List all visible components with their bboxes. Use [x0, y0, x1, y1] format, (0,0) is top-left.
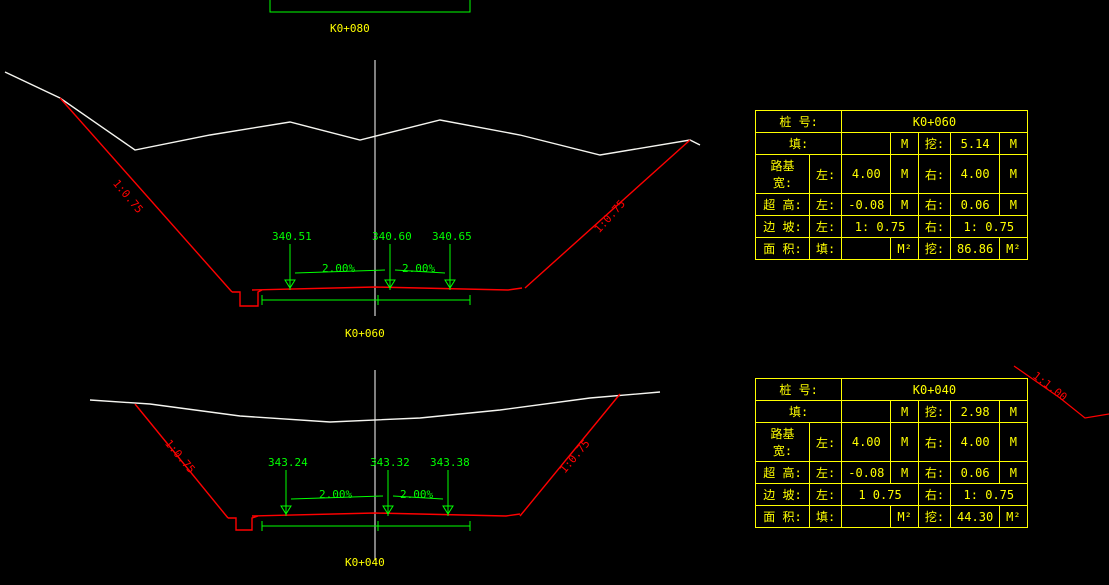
table-cell: -0.08: [842, 194, 891, 216]
table-cell: 右:: [918, 155, 950, 194]
table-cell: M²: [1000, 506, 1027, 528]
table-cell: M: [891, 423, 918, 462]
table-cell: 路基宽:: [756, 423, 810, 462]
table-cell: 1: 0.75: [951, 484, 1028, 506]
table-cell: 86.86: [951, 238, 1000, 260]
table-cell: 右:: [918, 216, 950, 238]
table-cell: 2.98: [951, 401, 1000, 423]
table-cell: 挖:: [918, 401, 950, 423]
table-cell: [842, 401, 891, 423]
table-cell: 左:: [810, 155, 842, 194]
table-cell: 左:: [810, 484, 842, 506]
table-cell: 5.14: [951, 133, 1000, 155]
grade-label: 2.00%: [322, 262, 355, 275]
grade-label: 2.00%: [400, 488, 433, 501]
elev-label: 343.38: [430, 456, 470, 469]
station-label-top: K0+080: [330, 22, 370, 35]
table-cell: 路基宽:: [756, 155, 810, 194]
table-cell: 4.00: [842, 423, 891, 462]
table-cell: M: [891, 462, 918, 484]
table-cell: 1 0.75: [842, 484, 919, 506]
table-cell: 1: 0.75: [951, 216, 1028, 238]
section-data-table: 桩 号:K0+040填:M挖:2.98M路基宽:左:4.00M右:4.00M超 …: [755, 378, 1028, 528]
station-label: K0+060: [345, 327, 385, 340]
table-cell: K0+040: [842, 379, 1027, 401]
table-cell: 44.30: [951, 506, 1000, 528]
table-cell: 面 积:: [756, 238, 810, 260]
table-cell: 挖:: [918, 506, 950, 528]
grade-label: 2.00%: [402, 262, 435, 275]
table-cell: 桩 号:: [756, 379, 842, 401]
elev-label: 340.65: [432, 230, 472, 243]
table-cell: M: [1000, 462, 1027, 484]
table-cell: M: [1000, 401, 1027, 423]
table-cell: M²: [891, 238, 918, 260]
table-cell: 左:: [810, 462, 842, 484]
table-cell: 边 坡:: [756, 216, 810, 238]
station-label: K0+040: [345, 556, 385, 569]
table-cell: 填:: [810, 506, 842, 528]
table-cell: 右:: [918, 194, 950, 216]
table-cell: 4.00: [951, 423, 1000, 462]
table-cell: 左:: [810, 216, 842, 238]
table-cell: 填:: [756, 133, 842, 155]
elev-label: 343.24: [268, 456, 308, 469]
table-cell: 右:: [918, 484, 950, 506]
table-cell: 左:: [810, 194, 842, 216]
table-cell: 左:: [810, 423, 842, 462]
table-cell: M: [891, 401, 918, 423]
table-cell: 0.06: [951, 194, 1000, 216]
table-cell: 右:: [918, 423, 950, 462]
table-cell: K0+060: [842, 111, 1027, 133]
table-cell: [842, 238, 891, 260]
table-cell: 4.00: [951, 155, 1000, 194]
table-cell: 边 坡:: [756, 484, 810, 506]
table-cell: 挖:: [918, 238, 950, 260]
table-cell: M: [1000, 194, 1027, 216]
table-cell: M²: [1000, 238, 1027, 260]
table-cell: 右:: [918, 462, 950, 484]
table-cell: 4.00: [842, 155, 891, 194]
table-cell: M: [1000, 423, 1027, 462]
table-cell: 挖:: [918, 133, 950, 155]
table-cell: 桩 号:: [756, 111, 842, 133]
elev-label: 340.51: [272, 230, 312, 243]
elev-label: 343.32: [370, 456, 410, 469]
table-cell: [842, 133, 891, 155]
table-cell: M: [1000, 133, 1027, 155]
table-cell: M: [891, 194, 918, 216]
table-cell: M: [891, 133, 918, 155]
table-cell: 1: 0.75: [842, 216, 919, 238]
table-cell: M: [1000, 155, 1027, 194]
grade-label: 2.00%: [319, 488, 352, 501]
table-cell: 填:: [810, 238, 842, 260]
table-cell: 超 高:: [756, 194, 810, 216]
table-cell: M²: [891, 506, 918, 528]
table-cell: 面 积:: [756, 506, 810, 528]
elev-label: 340.60: [372, 230, 412, 243]
table-cell: 填:: [756, 401, 842, 423]
table-cell: 超 高:: [756, 462, 810, 484]
table-cell: -0.08: [842, 462, 891, 484]
table-cell: [842, 506, 891, 528]
table-cell: M: [891, 155, 918, 194]
section-data-table: 桩 号:K0+060填:M挖:5.14M路基宽:左:4.00M右:4.00M超 …: [755, 110, 1028, 260]
table-cell: 0.06: [951, 462, 1000, 484]
